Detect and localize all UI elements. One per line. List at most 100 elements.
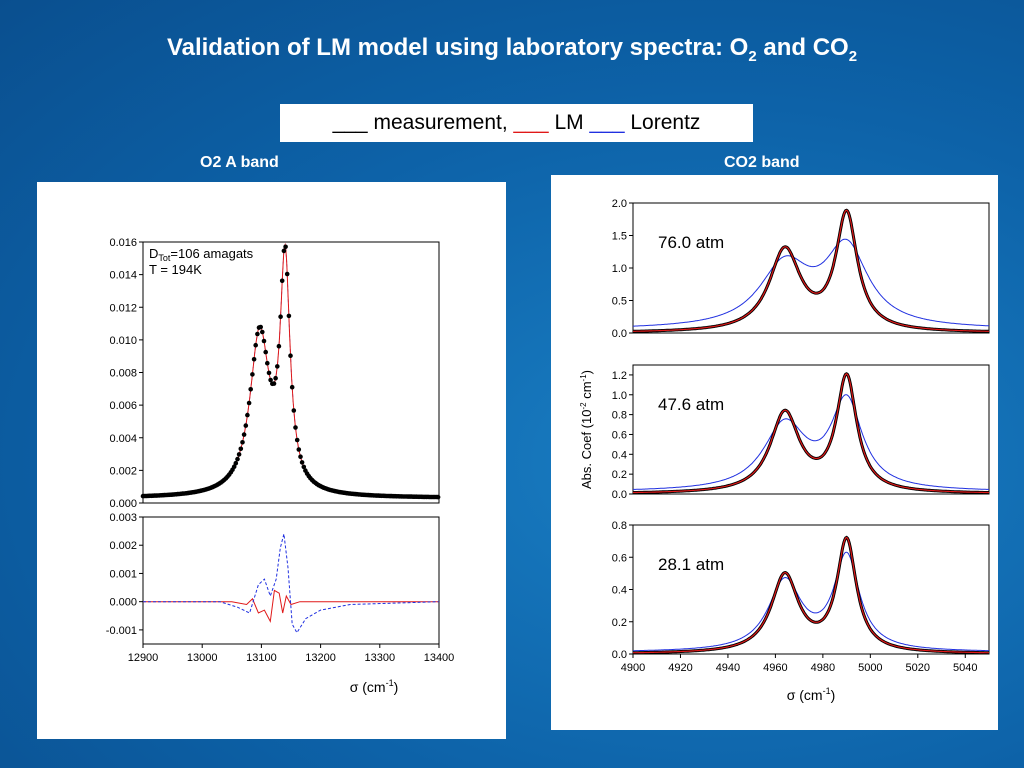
co2-panel-3-ytick-label: 0.6 xyxy=(612,552,627,564)
co2-panel-2-ytick-label: 0.0 xyxy=(612,489,627,501)
o2-measurement-point xyxy=(241,432,247,437)
co2-lorentz-curve xyxy=(632,394,989,490)
o2-bottom-xtick-label: 13200 xyxy=(305,652,336,664)
co2-panel-2-ytick-label: 0.2 xyxy=(612,469,627,481)
o2-top-ytick-label: 0.006 xyxy=(109,400,137,412)
co2-measurement-curve xyxy=(633,372,990,495)
co2-panel-3-xtick-label: 5000 xyxy=(858,662,882,674)
co2-panel-1-ytick-label: 0.0 xyxy=(612,328,627,340)
o2-measurement-point xyxy=(261,338,267,344)
co2-panel-3-xtick-label: 5020 xyxy=(906,662,930,674)
o2-measurement-point xyxy=(233,460,239,466)
o2-measurement-point xyxy=(231,464,237,470)
o2-measurement-point xyxy=(301,464,307,470)
o2-annotation-temperature: T = 194K xyxy=(149,262,202,277)
o2-measurement-point xyxy=(289,384,295,390)
co2-panel-3-ytick-label: 0.8 xyxy=(612,520,627,532)
o2-lm-curve xyxy=(143,242,439,498)
o2-measurement-point xyxy=(238,446,244,452)
o2-top-ytick-label: 0.014 xyxy=(109,270,137,282)
co2-panel-3-ytick-label: 0.4 xyxy=(612,585,627,597)
co2-lorentz-curve xyxy=(633,551,989,652)
o2-measurement-point xyxy=(291,408,297,413)
co2-panel-3-frame xyxy=(632,524,990,655)
co2-pressure-label: 28.1 atm xyxy=(658,555,724,574)
o2-measurement-point xyxy=(299,460,305,465)
co2-panel-3-ytick-label: 0.2 xyxy=(612,617,627,629)
o2-measurement-point xyxy=(273,375,278,381)
legend-lorentz-label: Lorentz xyxy=(630,111,701,134)
o2-measurement-point xyxy=(268,377,273,383)
co2-lm-curve xyxy=(633,536,989,654)
o2-bottom-frame xyxy=(142,516,440,645)
co2-panel-2-ytick-label: 1.0 xyxy=(612,390,627,402)
o2-measurement-point xyxy=(251,357,257,362)
co2-panel-3-xtick-label: 4960 xyxy=(763,662,787,674)
legend-measurement-label: measurement, xyxy=(373,111,508,134)
co2-xlabel: σ (cm-1) xyxy=(787,686,836,703)
o2-measurement-point xyxy=(260,329,265,335)
o2-top-ytick-label: 0.008 xyxy=(109,368,137,380)
co2-panel-3-xtick-label: 5040 xyxy=(953,662,977,674)
o2-top-ytick-label: 0.002 xyxy=(109,465,137,477)
o2-measurement-point xyxy=(275,364,280,369)
o2-annotation-density: DTot=106 amagats xyxy=(149,246,254,263)
co2-pressure-label: 47.6 atm xyxy=(658,395,724,414)
co2-chart-panel: 0.0 0.5 1.0 1.5 2.0 76.0 atm 0.0 0.2 0.4 0.6 0.8 1.… xyxy=(551,175,998,730)
co2-panel-1-ytick-label: 0.5 xyxy=(612,296,627,308)
legend-measurement-line: ___ xyxy=(332,111,368,134)
co2-lorentz-curve xyxy=(632,238,989,327)
o2-measurement-point xyxy=(271,381,277,386)
o2-bottom-xtick-label: 13300 xyxy=(365,652,396,664)
co2-panel-1-ytick-label: 1.5 xyxy=(612,231,627,243)
o2-measurement-point xyxy=(294,437,300,443)
o2-measurement-point xyxy=(296,447,302,452)
o2-bottom-ytick-label: -0.001 xyxy=(106,625,137,637)
co2-panel-3-ytick-label: 0.0 xyxy=(612,649,627,661)
o2-measurement-point xyxy=(279,278,285,284)
o2-bottom-xtick-label: 13100 xyxy=(246,652,277,664)
co2-panel-3-xtick-label: 4900 xyxy=(621,662,645,674)
o2-chart-panel: 0.000 0.002 0.004 0.006 0.008 0.010 0.012 0.014… xyxy=(37,182,506,739)
slide-title: Validation of LM model using laboratory … xyxy=(166,34,858,65)
o2-measurement-point xyxy=(236,452,242,457)
o2-measurement-point xyxy=(283,244,288,250)
co2-lm-curve xyxy=(633,209,989,332)
o2-measurement-point xyxy=(286,313,292,319)
legend-lorentz-line: ___ xyxy=(589,111,625,134)
o2-chart-svg: 0.000 0.002 0.004 0.006 0.008 0.010 0.012 0.014… xyxy=(106,237,455,695)
co2-measurement-curve xyxy=(633,208,989,333)
co2-panel-1-ytick-label: 2.0 xyxy=(612,198,627,210)
o2-measurement-point xyxy=(435,494,441,500)
o2-measurement-point xyxy=(243,423,249,428)
o2-bottom-ytick-label: 0.001 xyxy=(109,568,137,580)
co2-panel-1-frame xyxy=(632,202,990,334)
o2-measurement-point xyxy=(248,387,253,392)
o2-measurement-point xyxy=(276,343,282,349)
co2-pressure-label: 76.0 atm xyxy=(658,233,724,252)
co2-ylabel: Abs. Coef (10-2 cm-1) xyxy=(579,370,594,489)
o2-measurement-point xyxy=(263,349,268,355)
o2-bottom-ytick-label: 0.003 xyxy=(109,512,137,524)
o2-measurement-point xyxy=(284,271,290,277)
o2-bottom-xtick-label: 12900 xyxy=(128,652,159,664)
o2-top-ytick-label: 0.004 xyxy=(109,433,137,445)
legend-lm-label: LM xyxy=(554,111,584,134)
o2-measurement-point xyxy=(278,314,283,319)
o2-measurement-point xyxy=(298,454,303,460)
o2-measurement-point xyxy=(235,456,240,462)
o2-measurement-point xyxy=(255,331,260,337)
o2-measurement-point xyxy=(253,342,258,348)
o2-measurement-point xyxy=(288,353,293,358)
o2-bottom-ytick-label: 0.002 xyxy=(109,540,137,552)
o2-measurement-point xyxy=(281,248,287,254)
co2-panel-3-xtick-label: 4920 xyxy=(668,662,692,674)
co2-panel-2-ytick-label: 0.6 xyxy=(612,429,627,441)
panel-title-co2: CO2 band xyxy=(724,154,800,171)
o2-measurement-point xyxy=(245,412,250,418)
o2-measurement-point xyxy=(250,372,255,377)
co2-lm-curve xyxy=(633,373,990,494)
o2-top-ytick-label: 0.012 xyxy=(109,302,137,314)
o2-measurement-point xyxy=(265,360,270,366)
co2-panel-2-frame xyxy=(632,364,990,495)
